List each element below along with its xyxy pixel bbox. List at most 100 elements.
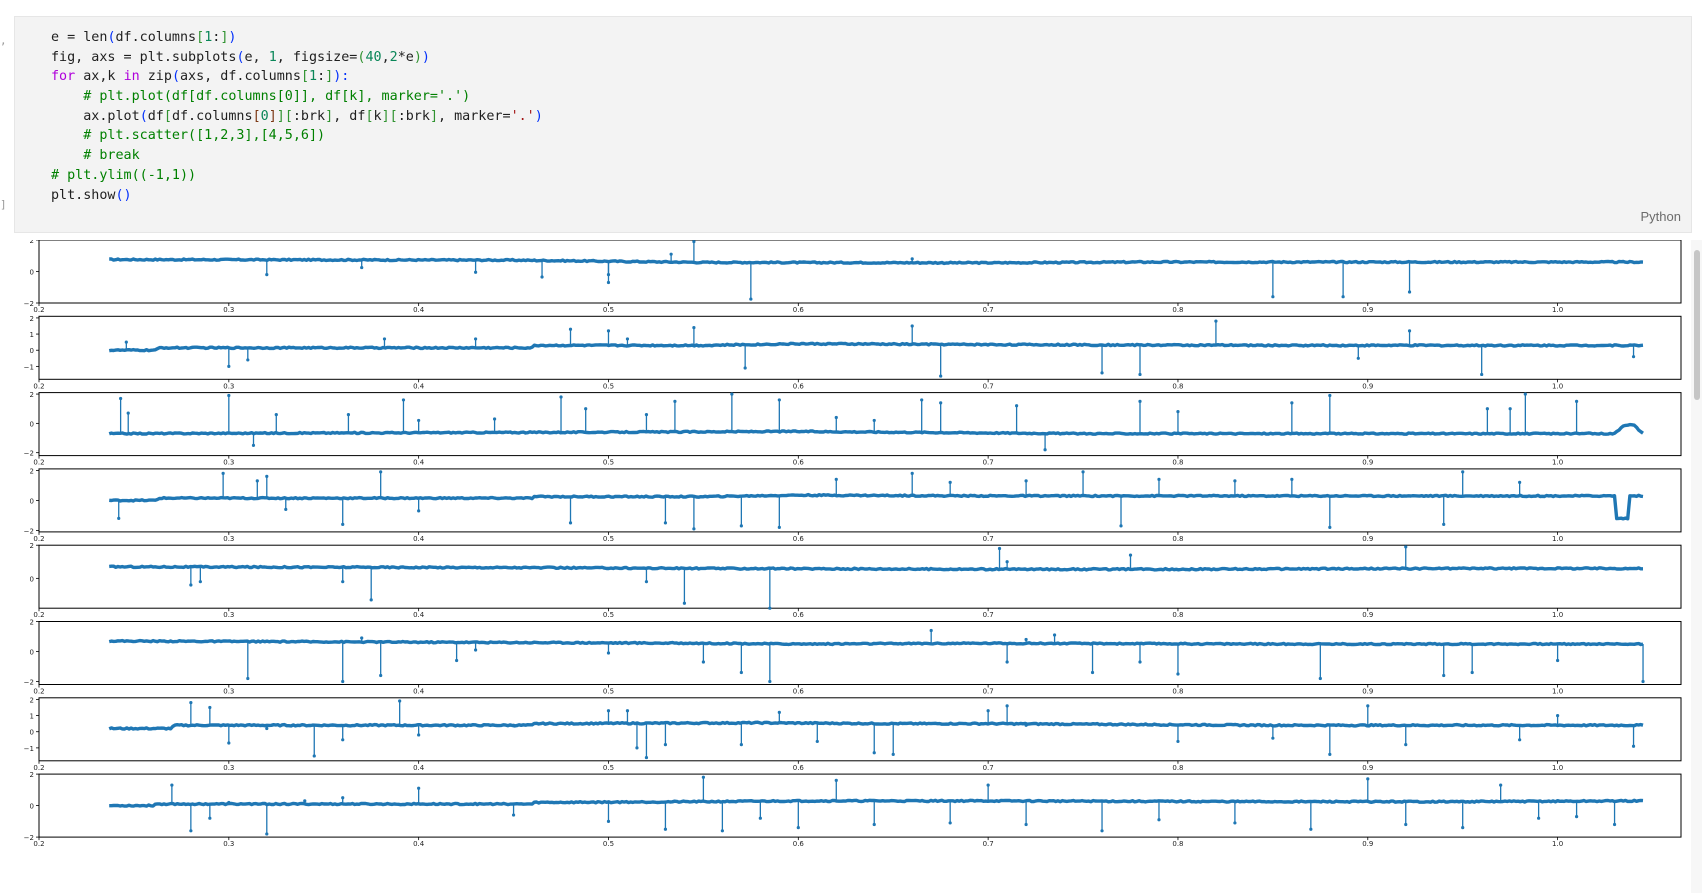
data-point [265,273,269,277]
x-tick-label: 0.3 [223,688,234,696]
data-point [227,800,231,805]
gutter-mark-top: , [0,34,7,47]
code-line: for ax,k in zip(axs, df.columns[1:]): [51,67,543,87]
data-point [227,741,231,745]
x-tick-label: 0.9 [1362,306,1373,314]
data-point [1328,525,1332,529]
data-point [1271,736,1275,740]
data-point [692,240,696,244]
data-point [208,816,212,820]
data-point [663,743,668,747]
y-tick-label: −1 [24,363,34,371]
y-tick-label: 0 [30,497,34,505]
x-tick-label: 0.3 [223,382,234,390]
x-tick-label: 0.4 [413,306,425,314]
y-tick-label: 0 [30,803,34,811]
code-token: [ [300,69,309,85]
data-point [606,651,611,655]
data-point [777,525,781,529]
data-point [1138,372,1142,377]
data-point [511,813,516,817]
code-token: in [123,69,140,85]
data-point [1138,660,1142,664]
x-tick-label: 0.9 [1362,382,1373,390]
data-point [682,601,687,605]
code-cell[interactable]: e = len(df.columns[1:]) fig, axs = plt.su… [14,16,1692,233]
data-point [1233,821,1237,825]
data-point [540,275,544,279]
code-token: ax,k [75,69,124,85]
data-point [1157,818,1161,822]
code-token: 1 [268,49,277,65]
code-token: , marker= [438,108,511,124]
data-point [1005,660,1009,664]
data-point [1480,372,1484,377]
data-point [417,733,421,737]
code-editor[interactable]: e = len(df.columns[1:]) fig, axs = plt.su… [51,28,543,205]
data-point [910,324,914,328]
data-point [777,398,781,402]
code-token: , df [333,108,366,124]
data-point [1407,290,1412,294]
data-point [417,509,421,513]
data-point [920,398,924,402]
x-tick-label: 0.8 [1172,306,1183,314]
data-point [227,364,231,368]
data-point [189,701,193,705]
code-token: ) [413,49,422,65]
output-scrollbar-thumb[interactable] [1694,250,1700,400]
data-point [872,418,876,423]
data-point [251,443,256,447]
data-point [768,679,772,684]
x-tick-label: 0.4 [413,764,425,772]
data-point [360,636,364,640]
x-tick-label: 0.2 [33,306,44,314]
data-point [341,738,345,742]
y-tick-label: 2 [30,240,34,245]
output-scrollbar[interactable] [1691,240,1702,893]
x-tick-label: 0.6 [793,459,805,467]
code-token: 1 [204,30,213,45]
data-point [606,819,611,823]
x-tick-label: 0.7 [983,840,994,848]
data-point [749,297,753,301]
data-point [872,822,876,827]
code-token: df [147,108,164,124]
y-tick-label: 0 [30,575,34,583]
data-point [692,326,696,330]
x-tick-label: 0.8 [1172,840,1183,848]
x-tick-label: 0.8 [1172,535,1183,543]
code-token: ) [534,108,543,124]
x-tick-label: 0.8 [1172,688,1183,696]
x-tick-label: 0.2 [33,764,44,772]
data-point [673,399,677,403]
code-token: '.' [510,108,535,124]
code-line: e = len(df.columns[1:]) [51,28,543,48]
cell-language-label[interactable]: Python [1640,209,1681,224]
data-point [341,796,345,800]
x-tick-label: 0.2 [33,840,44,848]
y-tick-label: 0 [30,347,34,355]
x-tick-label: 0.9 [1362,764,1373,772]
data-point [1537,816,1541,820]
data-point [1176,672,1180,676]
data-point [265,474,269,478]
subplot: 2 0 −20.2 0.3 0.4 0.5 0.6 0.7 0.8 0.9 1.0 [24,240,1682,314]
code-token: df.columns [115,30,197,45]
code-token: () [115,187,132,203]
data-point [1470,670,1474,675]
data-point [265,832,269,836]
x-tick-label: 0.7 [983,764,994,772]
x-tick-label: 0.2 [33,688,44,696]
data-point [929,628,933,633]
data-point [1081,470,1085,474]
code-token: 2 [389,49,398,65]
code-token: ] [381,108,390,124]
data-point [1233,479,1237,483]
data-point [1100,371,1104,375]
x-tick-label: 0.2 [33,535,44,543]
series-line [108,422,1644,436]
data-point [692,527,696,531]
y-tick-label: 1 [30,713,34,721]
data-point [701,775,705,779]
